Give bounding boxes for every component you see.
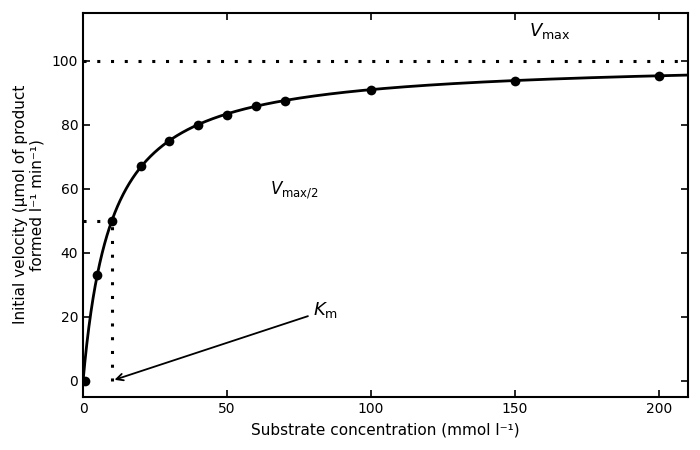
Point xyxy=(653,72,664,80)
X-axis label: Substrate concentration (mmol l⁻¹): Substrate concentration (mmol l⁻¹) xyxy=(251,423,519,437)
Point xyxy=(164,137,175,144)
Point xyxy=(193,121,204,128)
Point xyxy=(365,86,377,93)
Point xyxy=(106,217,118,224)
Text: $K_{\mathrm{m}}$: $K_{\mathrm{m}}$ xyxy=(116,300,338,380)
Point xyxy=(279,97,290,104)
Y-axis label: Initial velocity (μmol of product
formed l⁻¹ min⁻¹): Initial velocity (μmol of product formed… xyxy=(13,85,45,324)
Point xyxy=(250,103,261,110)
Point xyxy=(509,77,520,84)
Point xyxy=(135,162,146,170)
Point xyxy=(221,111,232,118)
Point xyxy=(79,377,90,384)
Text: $V_{\mathrm{max}}$: $V_{\mathrm{max}}$ xyxy=(529,21,570,41)
Point xyxy=(92,271,103,279)
Text: $V_{\mathrm{max/2}}$: $V_{\mathrm{max/2}}$ xyxy=(270,180,318,202)
